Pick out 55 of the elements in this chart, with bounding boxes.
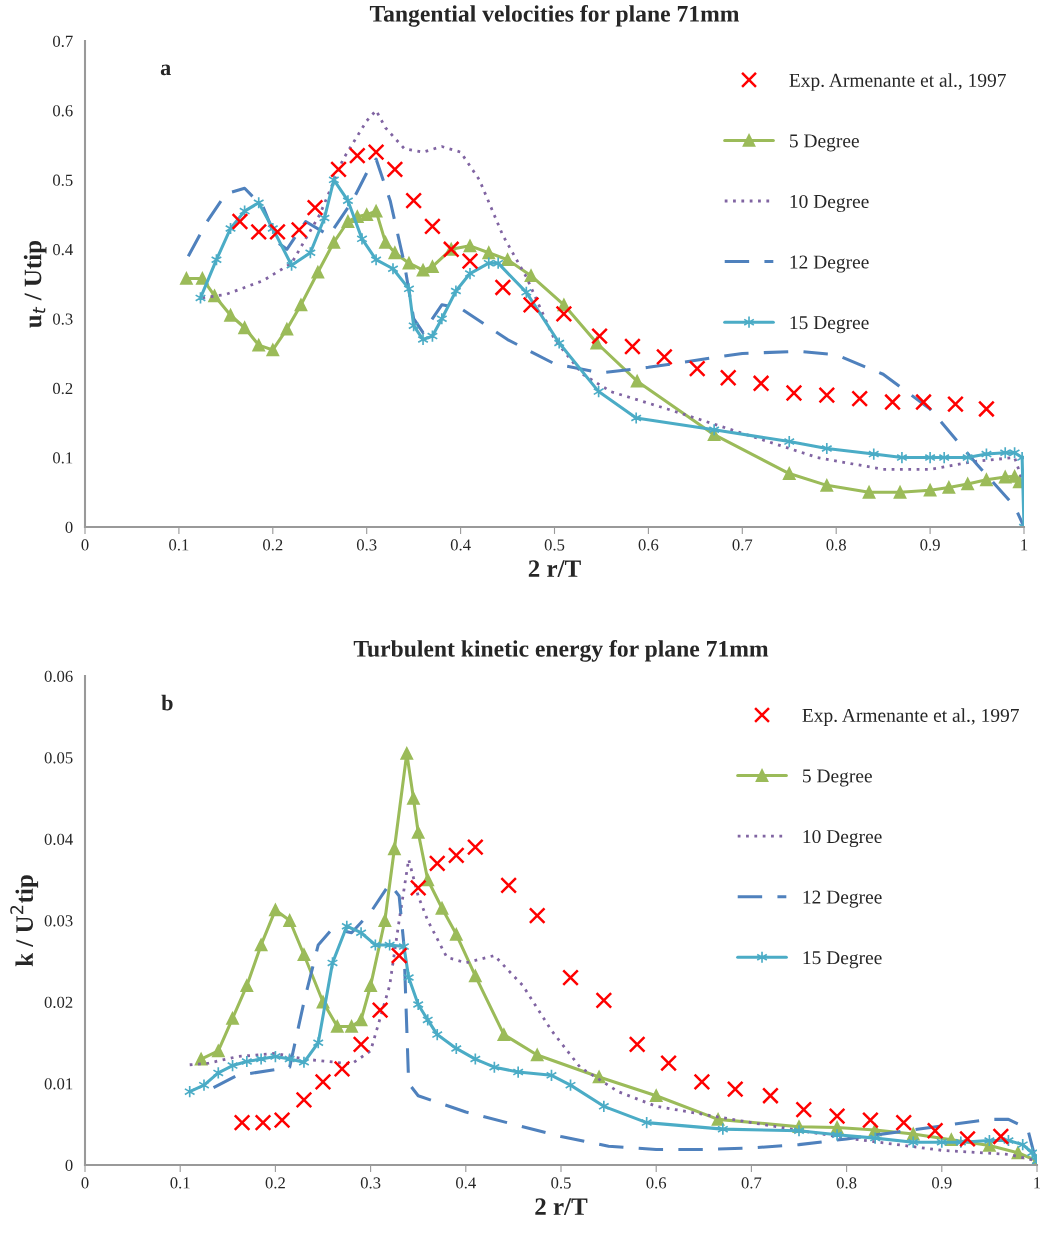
x-tick-label: 0.6	[646, 1177, 667, 1189]
x-tick-label: 0.7	[741, 1177, 762, 1189]
annotation: a	[160, 64, 171, 76]
chart-title: Turbulent kinetic energy for plane 71mm	[353, 639, 769, 662]
annotation: b	[161, 694, 173, 711]
y-tick-label: 0.6	[53, 105, 73, 117]
legend-label: 10 Degree	[790, 194, 869, 212]
x-tick-label: 0.3	[356, 539, 377, 551]
x-tick-label: 0	[81, 1177, 89, 1189]
x-tick-label: 0.8	[836, 1177, 857, 1189]
x-tick-label: 0.5	[544, 539, 565, 551]
y-tick-label: 0.04	[44, 833, 73, 846]
legend-label: 15 Degree	[790, 316, 869, 334]
y-tick-label: 0.7	[53, 35, 73, 48]
x-tick-label: 0	[81, 539, 89, 551]
y-axis-title: u$_{t}$ / Utip	[23, 240, 47, 328]
x-tick-label: 0.1	[169, 539, 189, 551]
y-axis-title: k / U$^{2}$tip	[10, 875, 39, 967]
legend-label: 15 Degree	[803, 951, 882, 969]
x-tick-label: 0.6	[638, 539, 659, 551]
x-tick-label: 1	[1021, 539, 1028, 551]
x-tick-label: 0.4	[456, 1177, 476, 1189]
x-tick-label: 0.9	[932, 1177, 952, 1189]
legend-label: 5 Degree	[803, 769, 872, 787]
x-tick-label: 0.2	[263, 539, 283, 551]
legend-label: 12 Degree	[790, 255, 869, 273]
x-tick-label: 0.4	[450, 539, 471, 551]
chart-title: Tangential velocities for plane 71mm	[369, 4, 740, 27]
x-tick-label: 0.9	[920, 539, 940, 551]
legend-label: Exp. Armenante et al., 1997	[789, 73, 1006, 91]
y-tick-label: 0.1	[53, 452, 73, 464]
x-tick-label: 0.5	[551, 1177, 571, 1189]
legend-label: 12 Degree	[803, 890, 882, 908]
x-tick-label: 0.3	[360, 1177, 381, 1189]
x-tick-label: 1	[1034, 1177, 1040, 1189]
y-tick-label: 0.02	[44, 996, 73, 1009]
x-tick-label: 0.8	[826, 539, 846, 551]
y-tick-label: 0.4	[53, 243, 73, 256]
y-tick-label: 0.06	[44, 670, 73, 683]
x-tick-label: 0.7	[732, 539, 753, 551]
y-tick-label: 0.5	[53, 174, 73, 186]
x-tick-label: 0.2	[265, 1177, 285, 1189]
legend-label: Exp. Armenante et al., 1997	[802, 708, 1019, 726]
legend-label: 5 Degree	[790, 134, 859, 152]
y-tick-label: 0	[65, 1159, 73, 1171]
y-tick-label: 0.01	[44, 1078, 73, 1090]
legend-label: 10 Degree	[803, 829, 882, 848]
y-tick-label: 0.2	[53, 382, 73, 395]
y-tick-label: 0	[65, 521, 73, 533]
x-axis-title: 2 r/T	[535, 1198, 588, 1216]
x-axis-title: 2 r/T	[528, 560, 581, 578]
y-tick-label: 0.05	[44, 752, 73, 764]
y-tick-label: 0.3	[53, 313, 73, 325]
y-tick-label: 0.03	[44, 915, 73, 927]
x-tick-label: 0.1	[170, 1177, 190, 1189]
